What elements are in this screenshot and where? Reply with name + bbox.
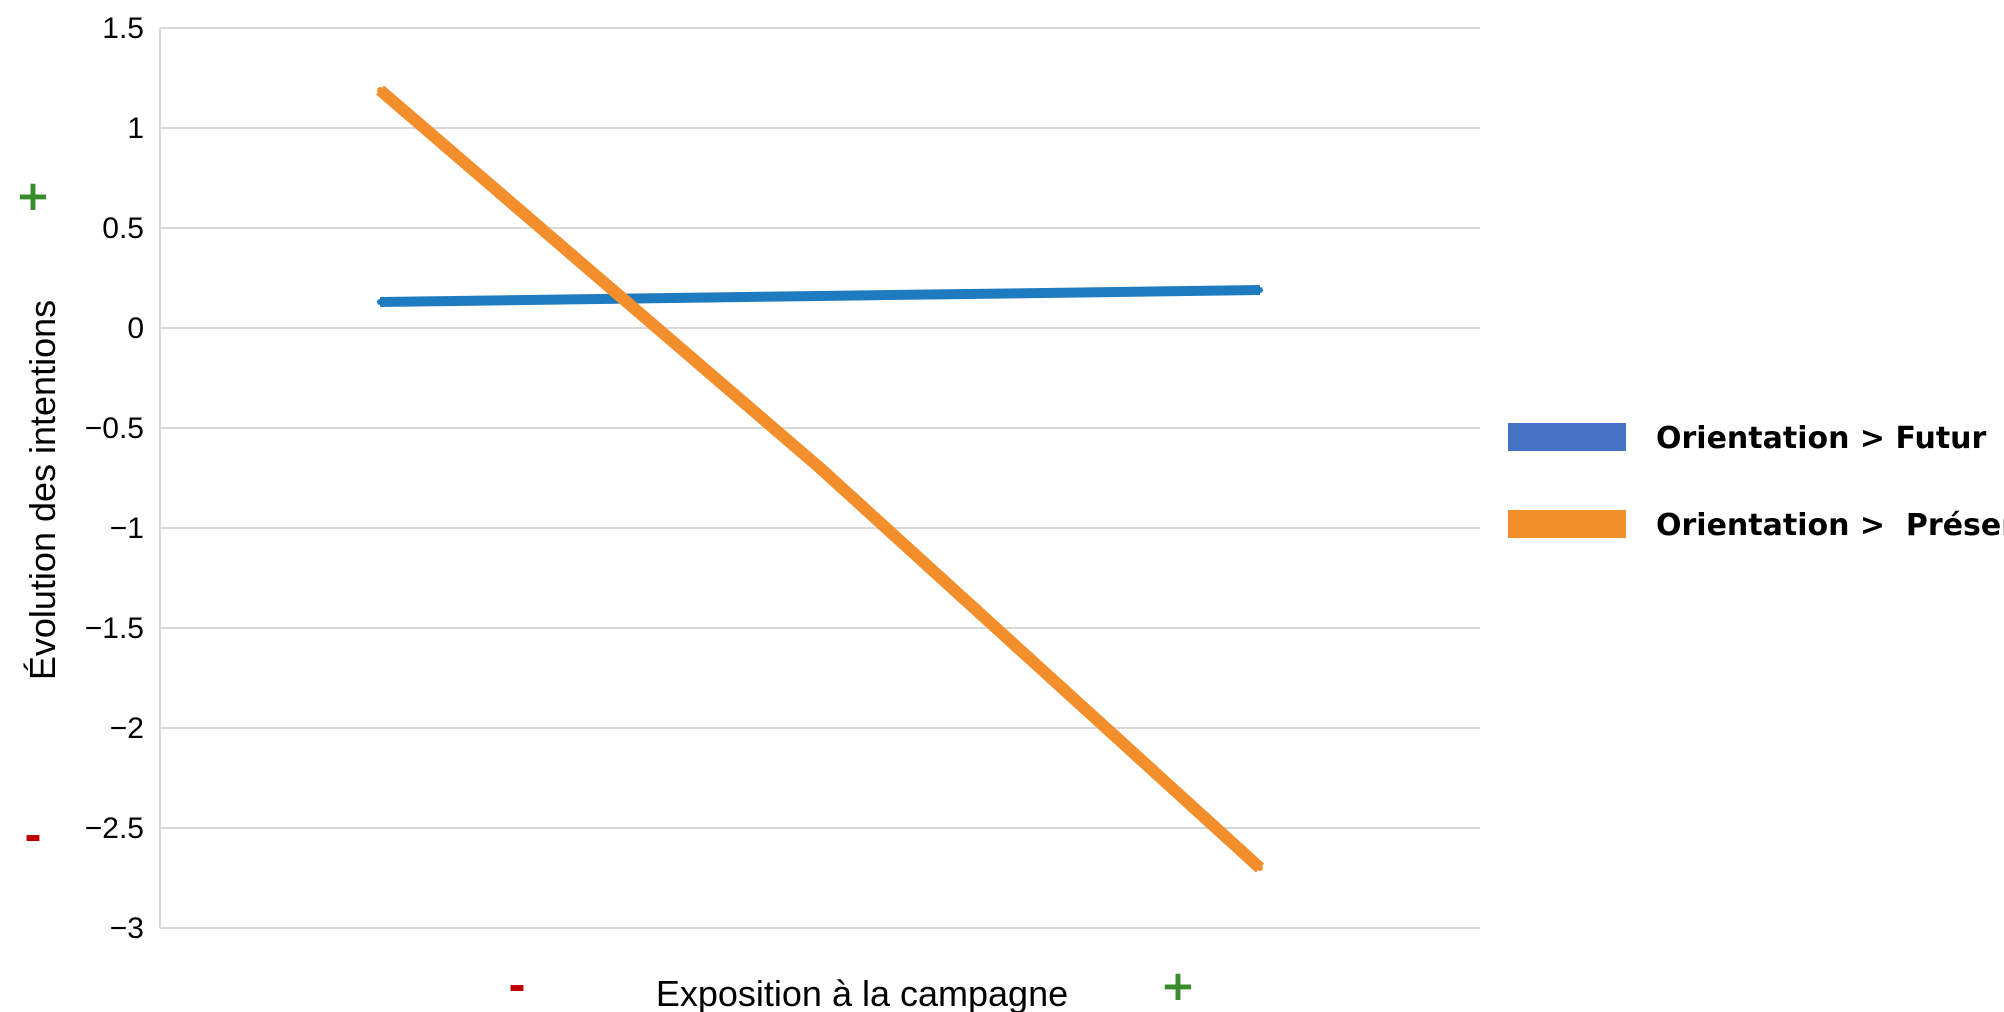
y-tick-label: −2: [110, 712, 144, 745]
y-tick-label: −3: [110, 912, 144, 945]
legend-swatch: [1508, 423, 1626, 451]
y-tick-label: −0.5: [85, 412, 144, 445]
x-axis-title: Exposition à la campagne: [656, 973, 1068, 1012]
gridlines: [160, 27, 1480, 929]
x-axis-plus-sign: +: [1160, 961, 1195, 1010]
y-tick-label: 1: [127, 112, 144, 145]
y-tick-label: 0.5: [102, 212, 144, 245]
data-point: [377, 87, 383, 93]
y-axis-title: Évolution des intentions: [22, 300, 63, 680]
y-axis-plus-sign: +: [15, 171, 50, 220]
data-point: [1257, 287, 1263, 293]
data-point: [1257, 865, 1263, 871]
y-tick-label: −1: [110, 512, 144, 545]
legend: Orientation > Futur Orientation > Présent: [1508, 421, 2004, 543]
y-tick-label: −1.5: [85, 612, 144, 645]
legend-label: Orientation > Futur: [1656, 421, 1987, 456]
legend-label: Orientation > Présent: [1656, 508, 2004, 543]
y-tick-label: −2.5: [85, 812, 144, 845]
x-axis-minus-sign: -: [508, 961, 525, 1010]
y-axis-minus-sign: -: [24, 811, 41, 860]
y-tick-labels: 1.5 1 0.5 0 −0.5 −1 −1.5 −2 −2.5 −3: [85, 12, 144, 945]
y-tick-label: 1.5: [102, 12, 144, 45]
data-point: [817, 293, 823, 299]
y-tick-label: 0: [127, 312, 144, 345]
legend-swatch: [1508, 510, 1626, 538]
series-lines: [376, 85, 1265, 873]
series-line-2: [376, 85, 1265, 873]
data-point: [817, 465, 823, 471]
data-point: [377, 299, 383, 305]
